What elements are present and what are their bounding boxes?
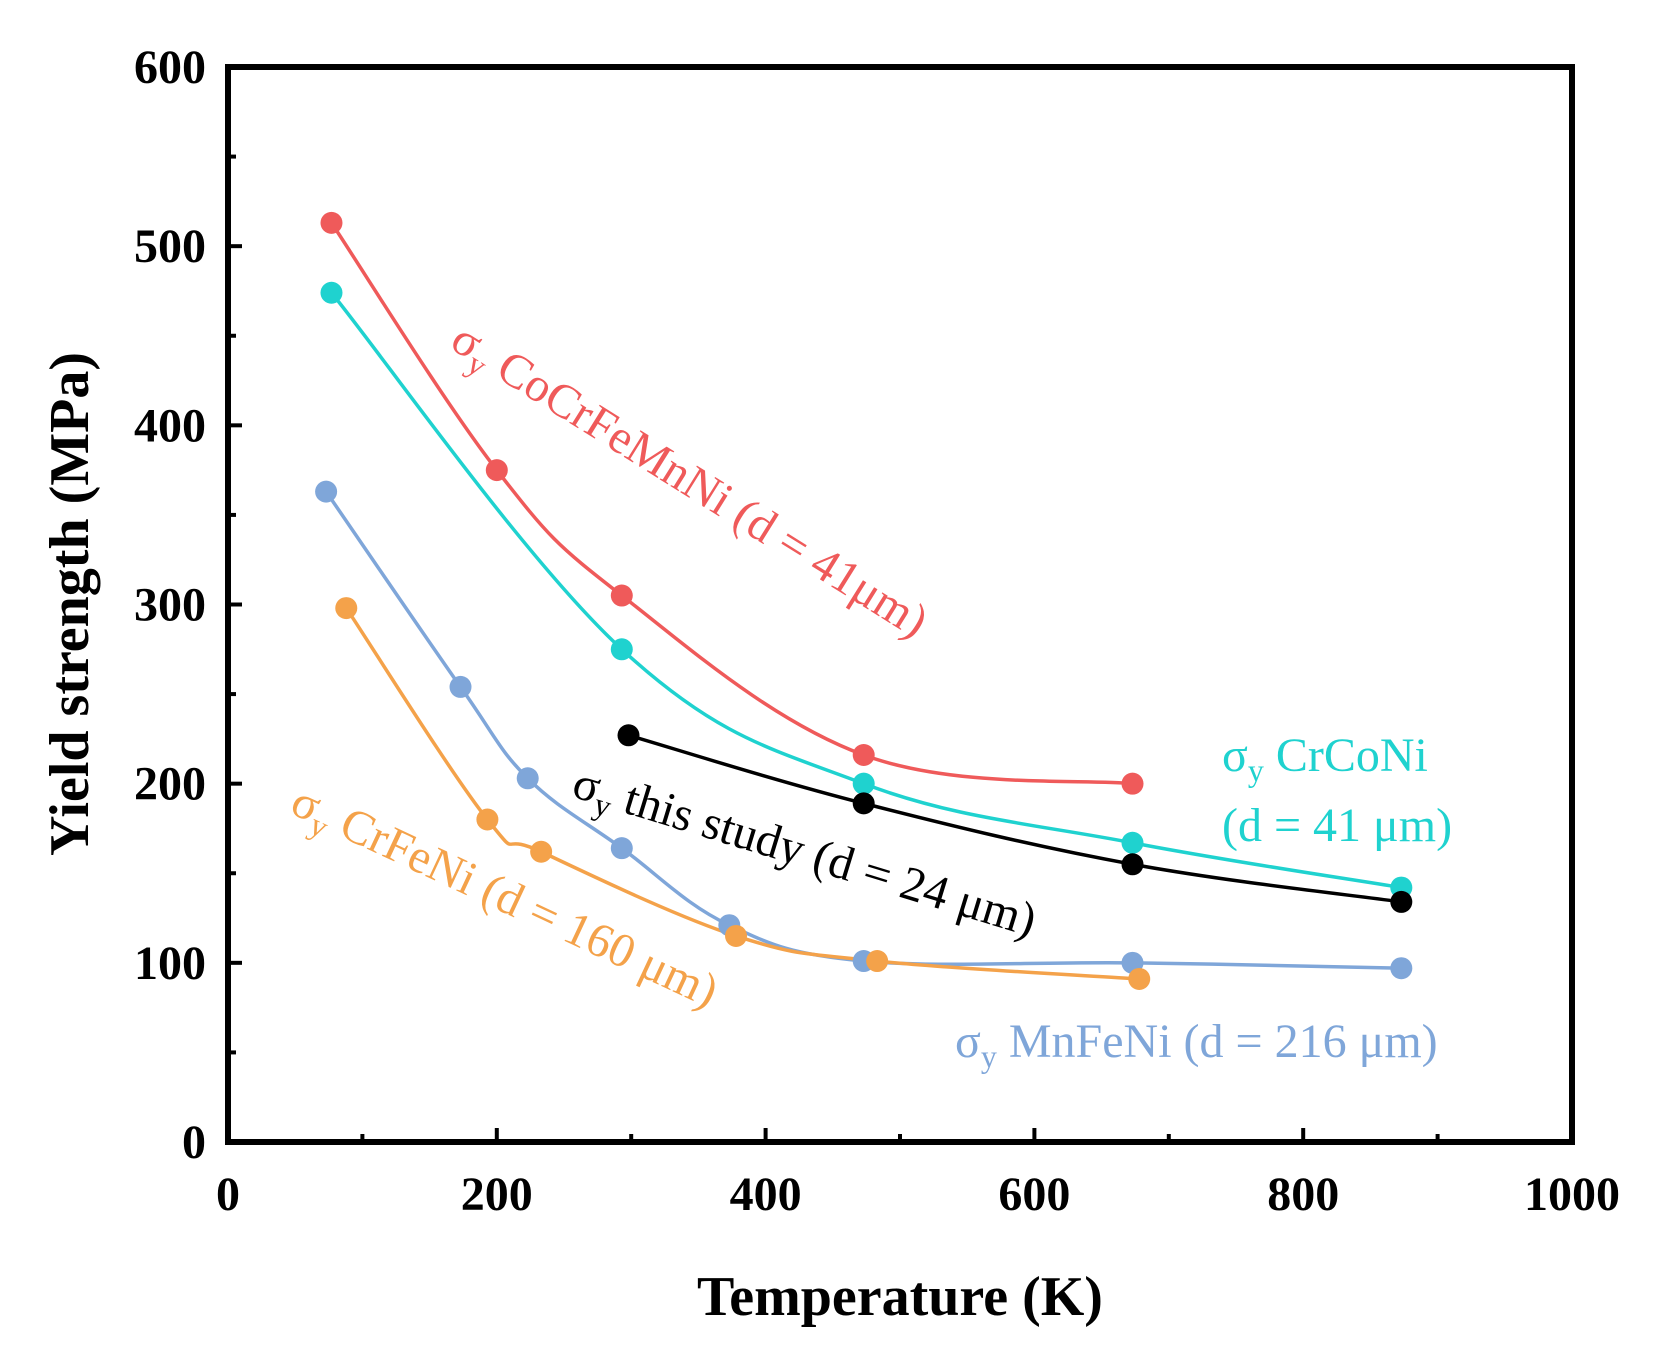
series-points [315,211,1413,990]
data-point-cocrfemnni-3 [852,744,875,766]
axis-tick-labels: 0 200 400 600 800 1000 0 100 200 300 400 500 600 [134,41,1620,1221]
x-tick-label-0: 0 [216,1168,240,1221]
series-label-crconi: σy CrCoNi [1222,729,1428,788]
data-point-crconi-1 [610,638,633,661]
data-point-crfeni-0 [335,597,358,620]
data-point-crfeni-2 [530,840,553,863]
y-tick-label-500: 500 [134,220,206,273]
series-line-this_study [628,733,1402,904]
x-tick-label-800: 800 [1267,1168,1339,1221]
y-tick-label-200: 200 [134,758,206,811]
data-point-crconi-3 [1121,831,1144,854]
series-label-crconi-line2: (d = 41 μm) [1222,799,1452,852]
data-point-crfeni-3 [725,924,748,947]
data-point-mnfeni-1 [449,675,472,698]
y-tick-label-600: 600 [134,41,206,94]
data-point-this_study-3 [1390,890,1413,913]
data-point-cocrfemnni-4 [1121,772,1144,795]
label-text: CoCrFeMnNi (d = 41μm) [478,334,938,649]
data-point-mnfeni-7 [1390,957,1413,980]
series-line-crconi [330,291,1402,890]
label-sigma: σ [1222,729,1248,782]
data-point-cocrfemnni-0 [320,211,343,234]
data-point-crconi-2 [852,772,875,795]
y-tick-label-400: 400 [134,399,206,452]
x-tick-label-1000: 1000 [1524,1168,1620,1221]
data-point-mnfeni-2 [516,767,539,790]
y-tick-label-0: 0 [182,1116,206,1169]
y-axis-title: Yield strength (MPa) [39,352,101,856]
series-label-mnfeni: σy MnFeNi (d = 216 μm) [955,1015,1438,1074]
data-point-cocrfemnni-1 [485,459,508,482]
label-subscript: y [981,1038,997,1074]
series-label-cocrfemnni: σy CoCrFeMnNi (d = 41μm) [439,311,937,653]
axis-ticks [226,65,1574,1144]
data-point-this_study-0 [617,724,640,747]
label-text: MnFeNi (d = 216 μm) [997,1015,1438,1068]
x-tick-label-400: 400 [730,1168,802,1221]
data-point-this_study-2 [1121,853,1144,876]
data-point-crfeni-5 [1128,967,1151,990]
data-point-crconi-0 [320,281,343,304]
data-point-this_study-1 [852,792,875,815]
series-line-crfeni [344,607,1140,981]
label-text: CrCoNi [1264,729,1428,782]
x-axis-title: Temperature (K) [697,1266,1103,1328]
data-point-mnfeni-3 [610,837,633,860]
y-tick-label-100: 100 [134,937,206,990]
data-point-crfeni-1 [476,808,499,831]
data-point-cocrfemnni-2 [610,584,633,607]
label-text: this study (d = 24 μm) [607,768,1043,947]
label-sigma: σ [955,1015,981,1068]
y-tick-label-300: 300 [134,579,206,632]
data-point-crfeni-4 [866,950,889,973]
label-subscript: y [1248,752,1264,788]
data-point-mnfeni-0 [315,480,338,503]
x-tick-label-600: 600 [998,1168,1070,1221]
x-tick-label-200: 200 [461,1168,533,1221]
